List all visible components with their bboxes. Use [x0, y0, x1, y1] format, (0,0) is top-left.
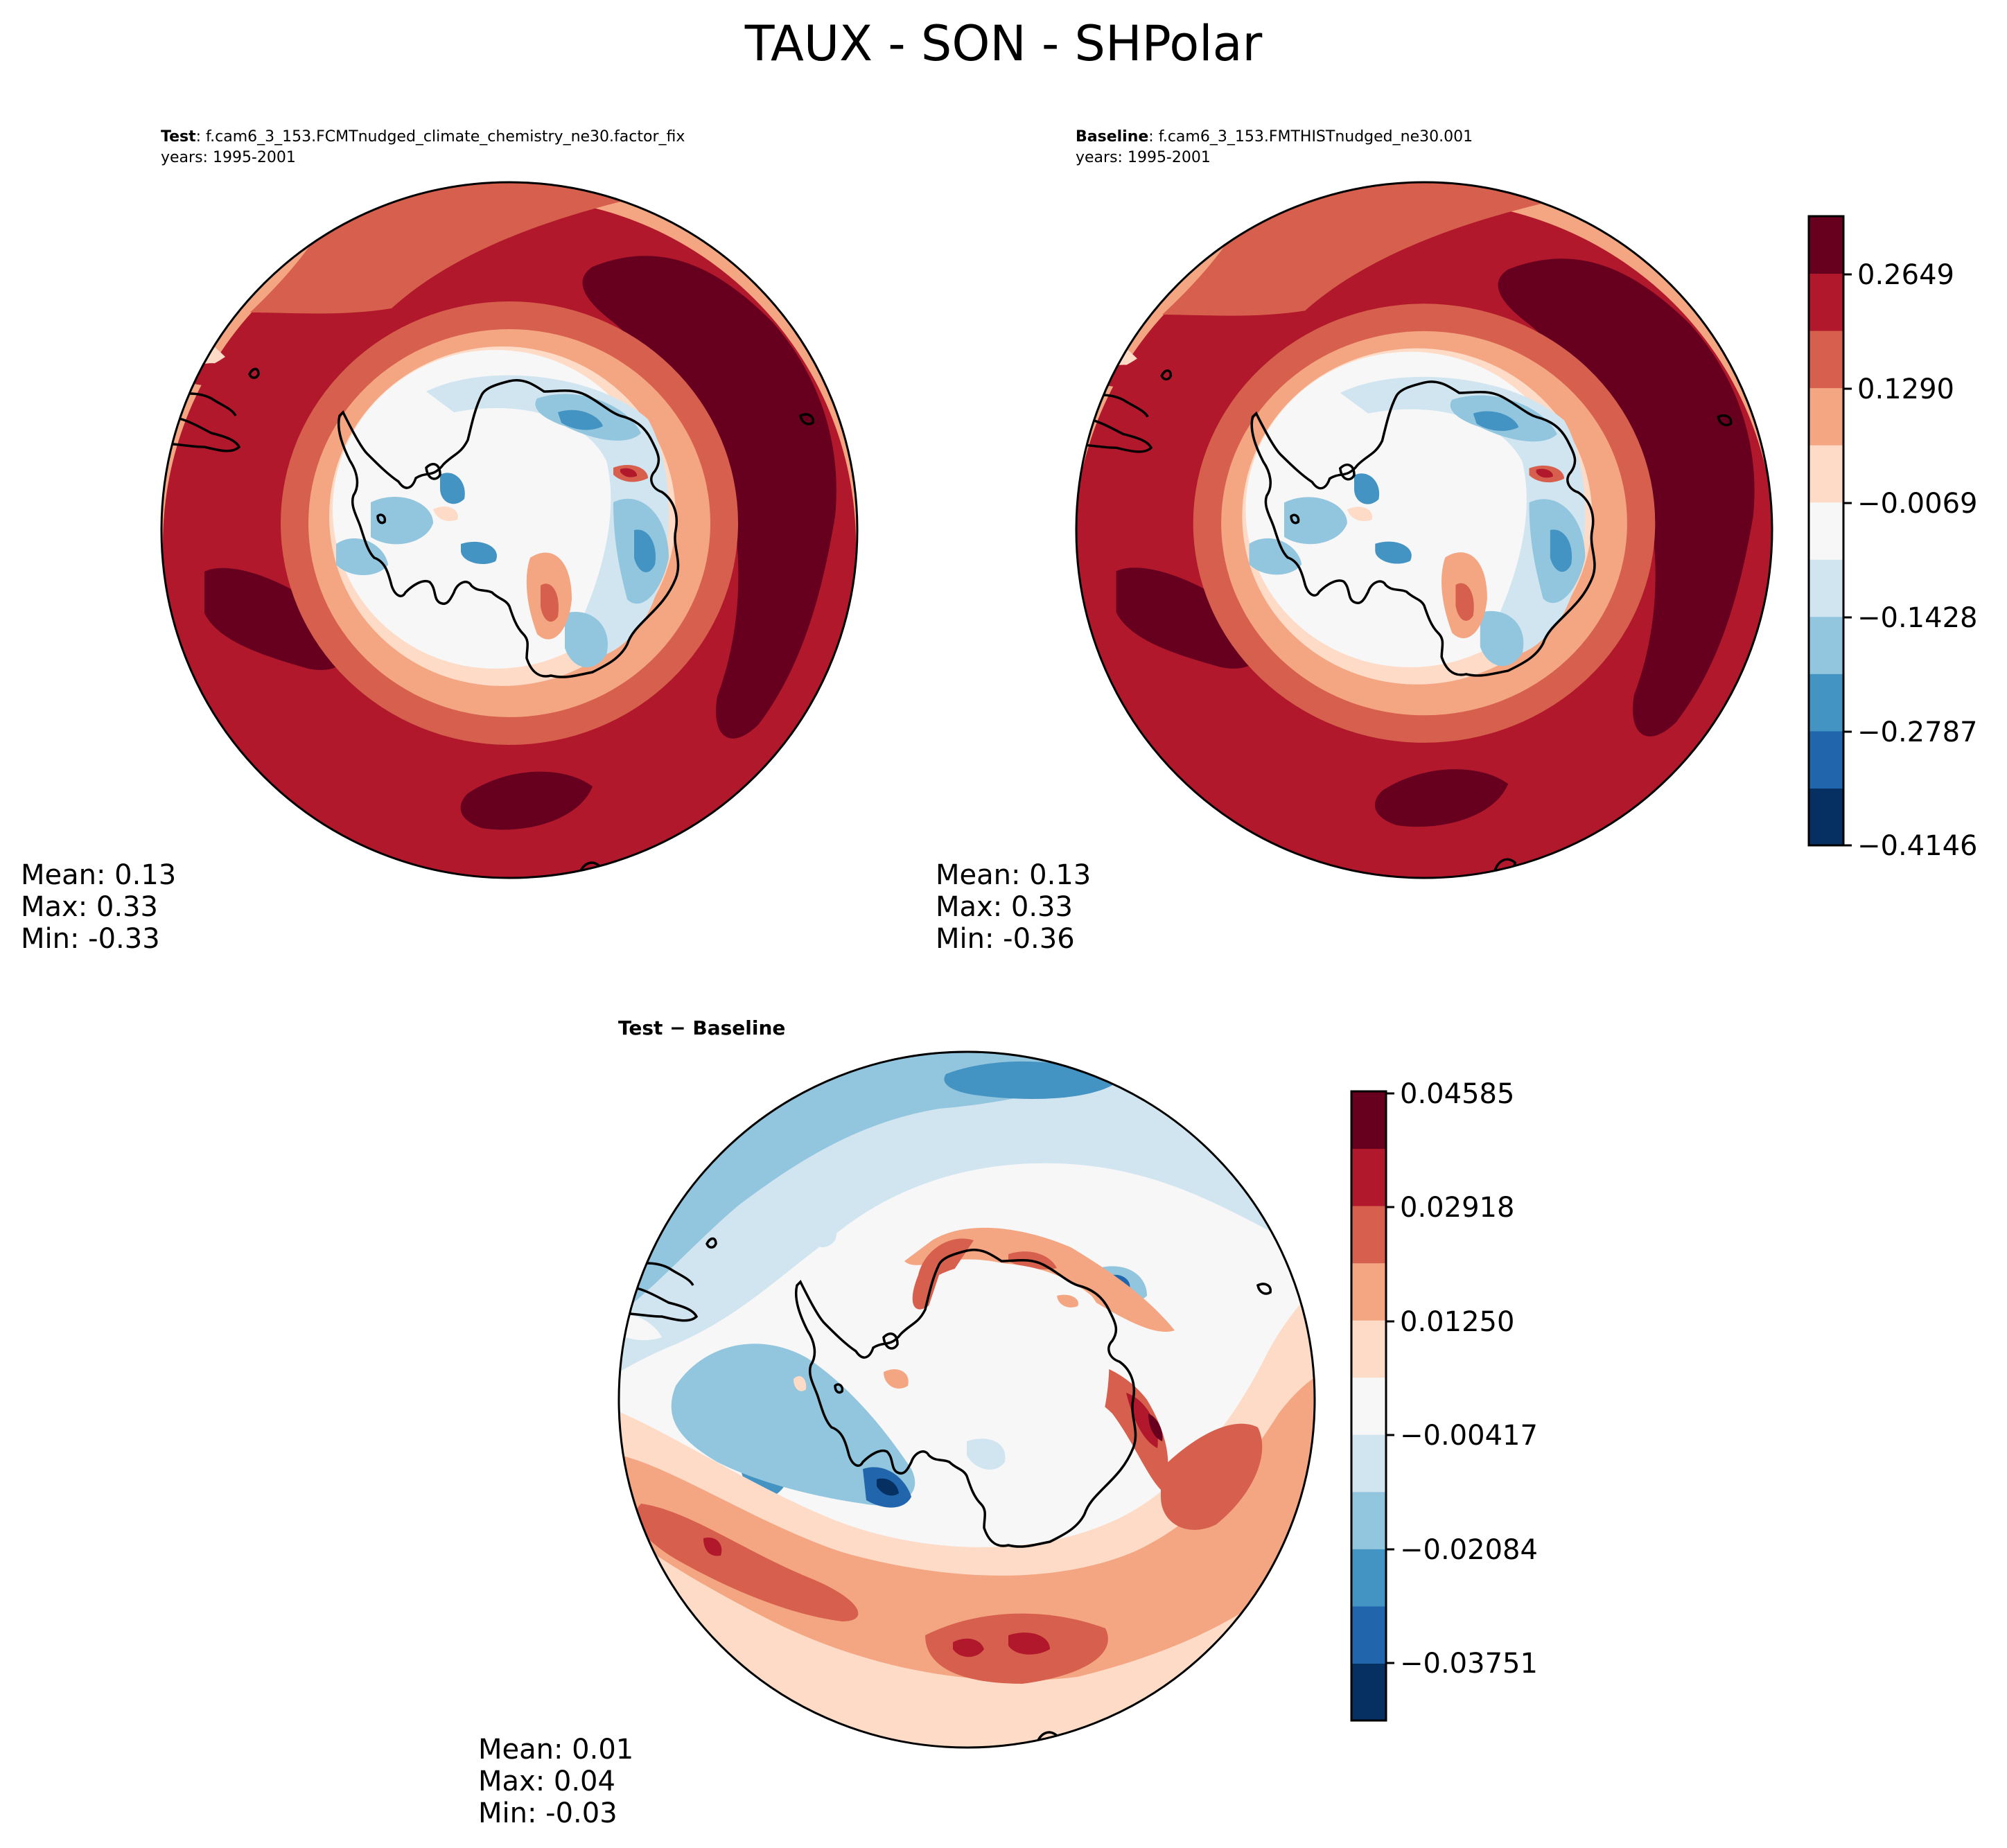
test-label: Test — [161, 128, 196, 146]
main-colorbar-frame — [1807, 215, 1845, 847]
main-colorbar-tick-label-1: 0.1290 — [1857, 373, 1954, 405]
diff-map — [619, 1052, 1315, 1748]
figure-title: TAUX - SON - SHPolar — [744, 15, 1263, 72]
diff-max: Max: 0.04 — [478, 1766, 615, 1797]
main-colorbar-level-4 — [1809, 559, 1843, 617]
baseline-map — [1076, 182, 1772, 878]
main-colorbar: 0.2649 0.1290 −0.0069 −0.1428 −0.2787 −0.4146 — [1807, 215, 1977, 862]
baseline-case-name: : f.cam6_3_153.FMTHISTnudged_ne30.001 — [1148, 128, 1473, 146]
diff-colorbar: 0.04585 0.02918 0.01250 −0.00417 −0.02084 −0.… — [1350, 1078, 1538, 1722]
diff-min: Min: -0.03 — [478, 1797, 617, 1829]
main-colorbar-level-2 — [1809, 674, 1843, 732]
test-max: Max: 0.33 — [21, 891, 158, 923]
diff-colorbar-level-1 — [1351, 1605, 1386, 1664]
diff-colorbar-level-9 — [1351, 1148, 1386, 1206]
diff-colorbar-level-10 — [1351, 1091, 1386, 1150]
main-colorbar-tick-label-5: −0.4146 — [1857, 830, 1977, 862]
diff-colorbar-level-6 — [1351, 1320, 1386, 1378]
main-colorbar-level-9 — [1809, 273, 1843, 331]
diff-colorbar-level-0 — [1351, 1663, 1386, 1721]
diff-mean: Mean: 0.01 — [478, 1734, 634, 1766]
baseline-mean: Mean: 0.13 — [936, 859, 1092, 891]
test-years: years: 1995-2001 — [161, 149, 296, 166]
diff-colorbar-level-3 — [1351, 1491, 1386, 1549]
diff-colorbar-level-5 — [1351, 1377, 1386, 1435]
baseline-panel-title: Baseline: f.cam6_3_153.FMTHISTnudged_ne3… — [1076, 127, 1473, 147]
diff-colorbar-level-4 — [1351, 1434, 1386, 1493]
main-colorbar-level-7 — [1809, 387, 1843, 446]
main-colorbar-level-8 — [1809, 331, 1843, 389]
baseline-max: Max: 0.33 — [936, 891, 1073, 923]
main-colorbar-tick-label-3: −0.1428 — [1857, 602, 1977, 634]
diff-colorbar-tick-label-1: 0.02918 — [1400, 1192, 1514, 1224]
diff-colorbar-frame — [1350, 1090, 1387, 1722]
test-stats: Mean: 0.13 Max: 0.33 Min: -0.33 — [21, 859, 176, 955]
baseline-years: years: 1995-2001 — [1076, 149, 1211, 166]
diff-colorbar-level-2 — [1351, 1549, 1386, 1607]
diff-colorbar-tick-label-3: −0.00417 — [1400, 1420, 1538, 1452]
test-min: Min: -0.33 — [21, 923, 160, 955]
test-panel-title: Test: f.cam6_3_153.FCMTnudged_climate_ch… — [161, 127, 685, 147]
diff-colorbar-tick-label-0: 0.04585 — [1400, 1078, 1514, 1110]
baseline-stats: Mean: 0.13 Max: 0.33 Min: -0.36 — [936, 859, 1091, 955]
test-case-name: : f.cam6_3_153.FCMTnudged_climate_chemis… — [195, 128, 685, 146]
main-colorbar-tick-label-0: 0.2649 — [1857, 259, 1954, 291]
diff-colorbar-tick-label-4: −0.02084 — [1400, 1534, 1538, 1566]
main-colorbar-level-0 — [1809, 788, 1843, 846]
main-colorbar-level-1 — [1809, 730, 1843, 789]
diff-colorbar-tick-label-5: −0.03751 — [1400, 1648, 1538, 1680]
main-colorbar-level-5 — [1809, 502, 1843, 560]
diff-colorbar-level-8 — [1351, 1206, 1386, 1264]
main-colorbar-level-3 — [1809, 616, 1843, 674]
baseline-label: Baseline — [1076, 128, 1149, 146]
diff-map-boundary — [617, 1050, 1316, 1749]
main-colorbar-tick-label-2: −0.0069 — [1857, 488, 1977, 520]
main-colorbar-level-6 — [1809, 445, 1843, 503]
main-colorbar-level-10 — [1809, 216, 1843, 274]
test-map — [161, 182, 857, 878]
baseline-min: Min: -0.36 — [936, 923, 1075, 955]
test-map-boundary — [160, 181, 859, 879]
test-mean: Mean: 0.13 — [21, 859, 177, 891]
baseline-map-boundary — [1075, 181, 1773, 879]
diff-colorbar-tick-label-2: 0.01250 — [1400, 1306, 1514, 1338]
diff-colorbar-level-7 — [1351, 1262, 1386, 1321]
main-colorbar-tick-label-4: −0.2787 — [1857, 716, 1977, 748]
diff-panel-title: Test − Baseline — [618, 1017, 786, 1039]
diff-stats: Mean: 0.01 Max: 0.04 Min: -0.03 — [478, 1734, 633, 1829]
